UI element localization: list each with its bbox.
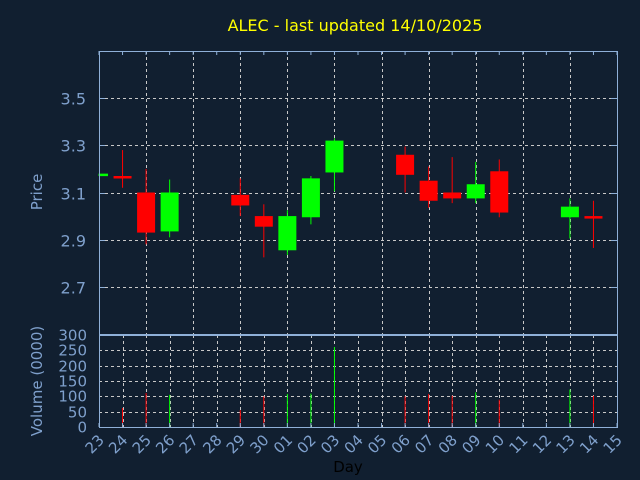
x-axis-label: Day: [333, 458, 363, 476]
x-tick-label: 04: [341, 431, 367, 457]
x-tick-label: 14: [576, 431, 602, 457]
axes-frame: [98, 51, 618, 428]
candle-body: [443, 192, 462, 199]
x-tick-label: 28: [199, 431, 225, 457]
candle-body: [278, 216, 297, 251]
x-tick-label: 09: [458, 431, 484, 457]
volume-tick-label: 50: [68, 404, 87, 422]
candle-body: [584, 216, 603, 219]
candle-body: [113, 175, 132, 179]
volume-tick-label: 0: [77, 419, 87, 437]
x-tick-label: 03: [317, 431, 343, 457]
volume-tick-label: 100: [58, 388, 87, 406]
x-tick-label: 25: [129, 431, 155, 457]
volume-axis-label: Volume (0000): [28, 326, 46, 436]
candle-body: [301, 178, 320, 218]
x-tick-label: 12: [529, 431, 555, 457]
candle-body: [419, 180, 438, 201]
volume-tick-label: 150: [58, 373, 87, 391]
x-tick-label: 01: [270, 431, 296, 457]
volume-panel-frame: [99, 335, 618, 428]
x-tick-label: 08: [435, 431, 461, 457]
x-tick-label: 11: [505, 431, 531, 457]
candle-body: [137, 192, 156, 233]
candle-body: [99, 173, 108, 177]
price-axis-label: Price: [28, 174, 46, 211]
x-tick-label: 29: [223, 431, 249, 457]
volume-tick-label: 250: [58, 342, 87, 360]
chart-title: ALEC - last updated 14/10/2025: [228, 16, 483, 35]
price-panel-frame: [99, 51, 618, 335]
x-tick-label: 13: [553, 431, 579, 457]
chart-marks: [98, 138, 603, 427]
x-tick-label: 15: [600, 431, 626, 457]
candle-body: [490, 171, 509, 213]
candle-body: [396, 154, 415, 175]
candle-body: [231, 194, 250, 206]
x-tick-label: 26: [152, 431, 178, 457]
price-tick-label: 3.3: [61, 137, 86, 156]
x-tick-label: 10: [482, 431, 508, 457]
volume-tick-label: 300: [58, 327, 87, 345]
candle-body: [560, 206, 579, 218]
x-tick-label: 30: [246, 431, 272, 457]
x-tick-label: 24: [105, 431, 131, 457]
x-tick-label: 07: [411, 431, 437, 457]
x-tick-label: 27: [176, 431, 202, 457]
grid-lines: [99, 51, 617, 427]
price-tick-label: 3.1: [61, 185, 86, 204]
x-tick-label: 06: [388, 431, 414, 457]
candle-body: [160, 192, 179, 232]
price-tick-label: 2.7: [61, 279, 86, 298]
x-tick-label: 05: [364, 431, 390, 457]
candle-body: [325, 140, 344, 173]
price-tick-label: 3.5: [61, 90, 86, 109]
candle-body: [254, 216, 273, 227]
candle-body: [466, 184, 485, 199]
price-tick-label: 2.9: [61, 232, 86, 251]
volume-tick-label: 200: [58, 358, 87, 376]
x-tick-label: 02: [294, 431, 320, 457]
